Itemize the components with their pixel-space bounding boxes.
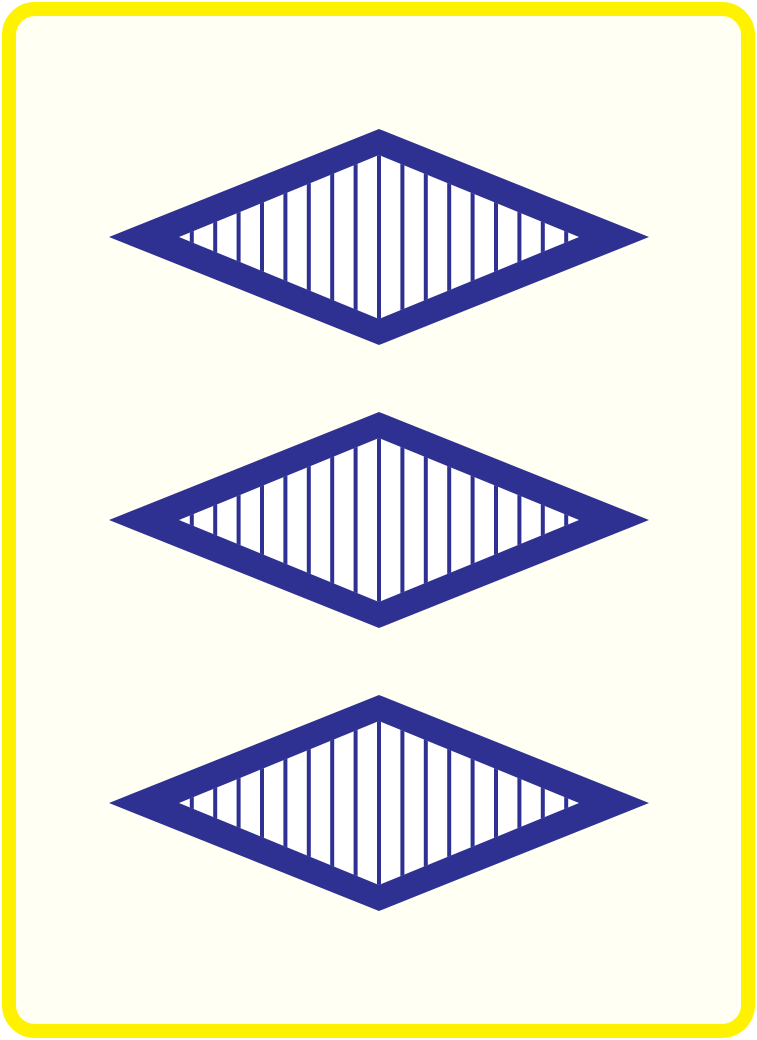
- stripe: [400, 155, 405, 319]
- diamond-stripes: [189, 155, 569, 319]
- stripe: [423, 155, 428, 319]
- stripe: [306, 438, 311, 602]
- stripe: [306, 721, 311, 885]
- stripe: [377, 155, 381, 319]
- stripe: [447, 155, 452, 319]
- stripe: [470, 155, 475, 319]
- stripe: [494, 438, 498, 602]
- diamond-symbol: [109, 129, 649, 345]
- stripe: [283, 721, 288, 885]
- stripe: [213, 438, 218, 602]
- stripe: [540, 438, 545, 602]
- stripe: [236, 721, 241, 885]
- stripe: [400, 721, 405, 885]
- stripe: [517, 721, 522, 885]
- stripe: [260, 155, 264, 319]
- stripe: [236, 155, 241, 319]
- stripe: [189, 155, 194, 319]
- stripe: [213, 155, 218, 319]
- stripe: [564, 155, 569, 319]
- stripe: [330, 721, 335, 885]
- stripe: [353, 438, 358, 602]
- stripe: [494, 155, 498, 319]
- stripe: [470, 721, 475, 885]
- diamond-stripes: [189, 438, 569, 602]
- stripe: [447, 438, 452, 602]
- stripe: [470, 438, 475, 602]
- stripe: [564, 721, 569, 885]
- stripe: [213, 721, 218, 885]
- card-symbols: [109, 129, 649, 911]
- stripe: [189, 438, 194, 602]
- stripe: [306, 155, 311, 319]
- stripe: [353, 721, 358, 885]
- stripe: [283, 155, 288, 319]
- stripe: [260, 438, 264, 602]
- stripe: [494, 721, 498, 885]
- stripe: [189, 721, 194, 885]
- stripe: [517, 155, 522, 319]
- stripe: [353, 155, 358, 319]
- stripe: [564, 438, 569, 602]
- stripe: [330, 438, 335, 602]
- stripe: [330, 155, 335, 319]
- diamond-stripes: [189, 721, 569, 885]
- stripe: [540, 721, 545, 885]
- stripe: [423, 438, 428, 602]
- diamond-symbol: [109, 412, 649, 628]
- stripe: [423, 721, 428, 885]
- stripe: [236, 438, 241, 602]
- stripe: [540, 155, 545, 319]
- stripe: [283, 438, 288, 602]
- diamond-symbol: [109, 695, 649, 911]
- stripe: [377, 721, 381, 885]
- stripe: [260, 721, 264, 885]
- stripe: [517, 438, 522, 602]
- stripe: [400, 438, 405, 602]
- stripe: [447, 721, 452, 885]
- stripe: [377, 438, 381, 602]
